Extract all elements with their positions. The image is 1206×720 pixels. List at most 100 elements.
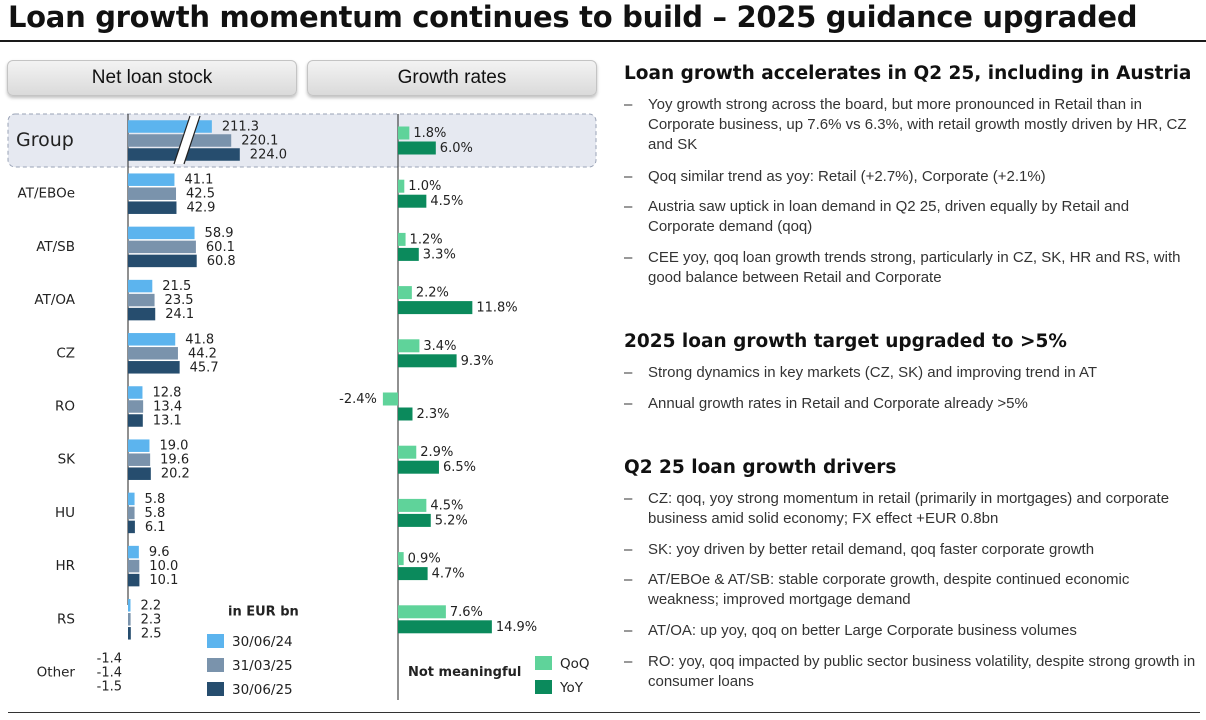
growth-bar bbox=[398, 620, 492, 634]
stock-bar bbox=[128, 453, 151, 466]
growth-bar bbox=[398, 513, 431, 527]
category-label: AT/EBOe bbox=[18, 186, 75, 202]
bullet-item: – AT/OA: up yoy, qoq on better Large Corp… bbox=[624, 622, 1077, 639]
stock-value-label: 44.2 bbox=[188, 346, 217, 361]
stock-value-label: -1.5 bbox=[97, 680, 122, 695]
stock-bar bbox=[128, 201, 177, 214]
growth-bar bbox=[398, 247, 419, 261]
stock-bar bbox=[128, 599, 131, 612]
growth-bar bbox=[398, 407, 413, 421]
tab-growth-rates[interactable]: Growth rates bbox=[307, 60, 597, 96]
growth-bar bbox=[398, 567, 428, 581]
stock-bar bbox=[128, 254, 197, 268]
stock-bar bbox=[128, 187, 177, 200]
legend-label: QoQ bbox=[560, 656, 590, 672]
stock-bar bbox=[128, 361, 180, 374]
stock-value-label: 19.0 bbox=[159, 439, 188, 454]
stock-value-label: 13.4 bbox=[153, 400, 182, 415]
stock-value-label: 20.2 bbox=[161, 467, 190, 482]
growth-value-label: 6.0% bbox=[440, 141, 473, 156]
stock-value-label: 5.8 bbox=[145, 506, 166, 521]
growth-bar bbox=[398, 194, 427, 208]
stock-value-label: 41.8 bbox=[185, 332, 214, 347]
legend-swatch bbox=[535, 656, 552, 670]
stock-value-label: 23.5 bbox=[165, 293, 194, 308]
growth-bar bbox=[382, 392, 398, 406]
stock-value-label: 9.6 bbox=[149, 545, 170, 560]
stock-value-label: 2.3 bbox=[141, 612, 162, 627]
growth-value-label: 3.4% bbox=[423, 339, 456, 354]
stock-bar bbox=[128, 347, 178, 360]
stock-value-label: -1.4 bbox=[97, 666, 122, 681]
bullet-item: – RO: yoy, qoq impacted by public sector … bbox=[624, 653, 1196, 690]
growth-bar bbox=[398, 286, 412, 300]
growth-value-label: 4.5% bbox=[430, 498, 463, 513]
growth-bar bbox=[398, 339, 420, 353]
axis-break-gap bbox=[174, 116, 200, 164]
legend-swatch bbox=[207, 658, 224, 672]
growth-value-label: 14.9% bbox=[496, 620, 537, 635]
stock-bar bbox=[128, 559, 140, 573]
growth-bar bbox=[398, 460, 439, 474]
category-label: Group bbox=[16, 129, 74, 151]
stock-value-label: 24.1 bbox=[165, 307, 194, 322]
stock-bar bbox=[128, 279, 153, 293]
stock-value-label: 19.6 bbox=[160, 453, 189, 468]
growth-value-label: 0.9% bbox=[408, 552, 441, 567]
bullet-item: – CEE yoy, qoq loan growth trends strong,… bbox=[624, 249, 1181, 286]
section-heading: 2025 loan growth target upgraded to >5% bbox=[624, 331, 1067, 352]
stock-value-label: 41.1 bbox=[184, 173, 213, 188]
growth-value-label: -2.4% bbox=[339, 392, 377, 407]
stock-value-label: 45.7 bbox=[190, 360, 219, 375]
stock-value-label: 13.1 bbox=[153, 414, 182, 429]
stock-bar bbox=[128, 307, 156, 321]
tab-net-loan-stock[interactable]: Net loan stock bbox=[7, 60, 297, 96]
stock-bar bbox=[128, 627, 131, 640]
growth-bar bbox=[398, 605, 446, 619]
stock-bar bbox=[128, 293, 155, 307]
bullet-item: – SK: yoy driven by better retail demand,… bbox=[624, 541, 1095, 558]
growth-value-label: 9.3% bbox=[461, 354, 494, 369]
legend-label: 31/03/25 bbox=[232, 658, 293, 674]
growth-bar bbox=[398, 498, 427, 512]
tab-growth-rates-label: Growth rates bbox=[397, 67, 507, 88]
stock-bar bbox=[128, 506, 135, 520]
growth-value-label: 4.7% bbox=[432, 567, 465, 582]
stock-value-label: 42.5 bbox=[186, 187, 215, 202]
category-label: SK bbox=[58, 452, 77, 468]
stock-bar bbox=[128, 520, 135, 534]
stock-value-label: 10.0 bbox=[149, 559, 178, 574]
growth-bar bbox=[398, 126, 410, 140]
stock-value-label: 6.1 bbox=[145, 520, 166, 535]
unit-label: in EUR bn bbox=[228, 605, 299, 620]
category-label: CZ bbox=[56, 345, 75, 361]
category-label: Other bbox=[37, 665, 76, 681]
legend-swatch bbox=[207, 634, 224, 648]
slide-title: Loan growth momentum continues to build … bbox=[8, 0, 1138, 34]
growth-value-label: 2.2% bbox=[416, 286, 449, 301]
axis-break-mark bbox=[183, 115, 201, 165]
stock-bar bbox=[128, 414, 143, 427]
growth-value-label: 3.3% bbox=[423, 247, 456, 262]
growth-bar bbox=[398, 179, 405, 193]
stock-bar bbox=[128, 226, 195, 240]
growth-value-label: 7.6% bbox=[450, 605, 483, 620]
stock-value-label: 220.1 bbox=[241, 134, 278, 149]
growth-value-label: 1.0% bbox=[408, 179, 441, 194]
growth-bar bbox=[398, 141, 436, 155]
bullet-item: – Strong dynamics in key markets (CZ, SK)… bbox=[624, 364, 1098, 381]
category-label: HR bbox=[55, 558, 75, 574]
bullet-item: – Annual growth rates in Retail and Corpo… bbox=[624, 395, 1028, 412]
growth-value-label: 5.2% bbox=[435, 513, 468, 528]
stock-value-label: 42.9 bbox=[186, 201, 215, 216]
section-heading: Loan growth accelerates in Q2 25, includ… bbox=[624, 63, 1192, 84]
stock-bar bbox=[128, 333, 176, 346]
stock-bar bbox=[128, 545, 139, 559]
axis-break-mark bbox=[173, 115, 191, 165]
bullet-item: – Austria saw uptick in loan demand in Q2… bbox=[624, 198, 1130, 235]
stock-bar bbox=[128, 173, 175, 186]
category-label: AT/SB bbox=[36, 239, 75, 255]
legend-label: 30/06/25 bbox=[232, 682, 293, 698]
stock-bar bbox=[128, 467, 151, 480]
stock-bar bbox=[128, 573, 140, 587]
